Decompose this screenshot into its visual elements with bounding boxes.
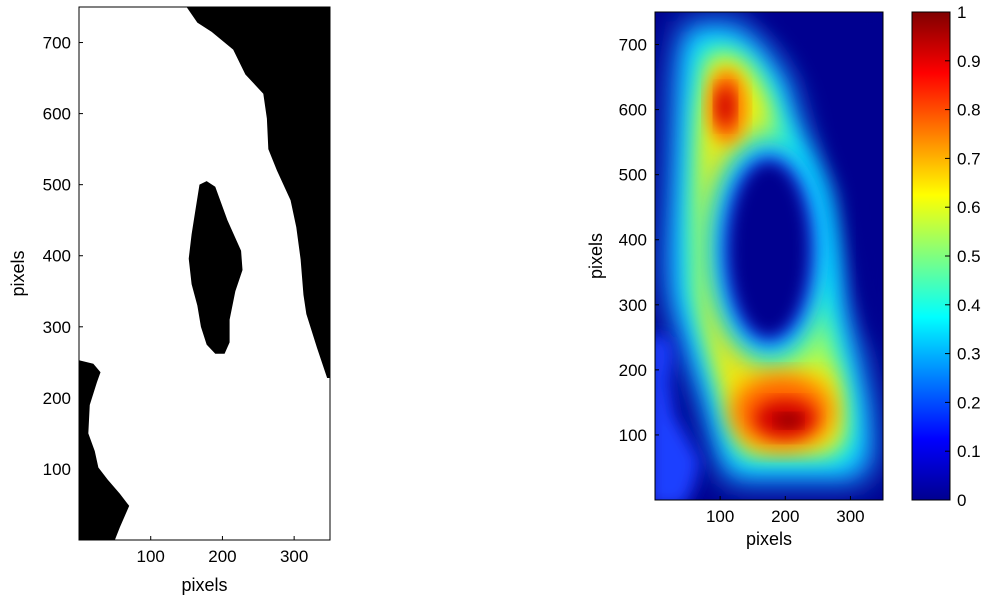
binary-mask-x-tick-label: 200	[208, 547, 236, 566]
colorbar-tick-label: 0.1	[957, 442, 981, 461]
heatmap-y-tick-label: 700	[619, 36, 647, 55]
colorbar-tick-label: 0.9	[957, 52, 981, 71]
binary-mask-y-tick-label: 200	[43, 389, 71, 408]
binary-mask-y-axis-label: pixels	[8, 250, 28, 296]
heat-hole-core	[728, 161, 810, 338]
binary-mask-x-axis-label: pixels	[181, 575, 227, 595]
binary-mask-y-tick-label: 400	[43, 247, 71, 266]
binary-mask-x-tick-label: 100	[137, 547, 165, 566]
colorbar-tick-label: 1	[957, 3, 966, 22]
colorbar-tick-label: 0.2	[957, 393, 981, 412]
mask-region-1	[186, 7, 330, 378]
colorbar-tick-label: 0.3	[957, 345, 981, 364]
distance-heatmap-panel: 100 200 300 100 200 300 400 500 600 700 pixels p…	[586, 11, 884, 549]
distance-heatmap-image	[655, 12, 883, 500]
mask-region-3	[79, 360, 130, 540]
heat-peak-lower-max	[776, 414, 801, 428]
binary-mask-y-tick-label: 600	[43, 105, 71, 124]
heatmap-y-tick-label: 200	[619, 361, 647, 380]
heatmap-y-axis-label: pixels	[586, 233, 606, 279]
binary-mask-y-tick-label: 700	[43, 34, 71, 53]
heatmap-y-tick-label: 600	[619, 101, 647, 120]
heatmap-x-tick-label: 100	[706, 507, 734, 526]
binary-mask-panel: 100 200 300 100 200 300 400 500 600 700 pixels p…	[8, 6, 331, 595]
heatmap-y-tick-label: 400	[619, 231, 647, 250]
colorbar-tick-label: 0.7	[957, 149, 981, 168]
heat-lower-left	[655, 335, 701, 500]
heatmap-y-ticks: 100 200 300 400 500 600 700	[619, 36, 659, 445]
heat-upper-right	[759, 12, 883, 351]
heatmap-x-ticks: 100 200 300	[706, 496, 865, 526]
binary-mask-y-tick-label: 500	[43, 176, 71, 195]
heatmap-x-tick-label: 200	[771, 507, 799, 526]
binary-mask-plot-area	[78, 6, 331, 541]
heatmap-x-axis-label: pixels	[746, 529, 792, 549]
heatmap-y-tick-label: 100	[619, 426, 647, 445]
colorbar-tick-label: 0	[957, 491, 966, 510]
colorbar-tick-label: 0.6	[957, 198, 981, 217]
binary-mask-regions	[79, 7, 330, 540]
heatmap-x-tick-label: 300	[836, 507, 864, 526]
binary-mask-x-tick-label: 300	[280, 547, 308, 566]
binary-mask-x-ticks: 100 200 300	[137, 536, 308, 566]
binary-mask-y-tick-label: 300	[43, 318, 71, 337]
heatmap-color-layers	[655, 12, 883, 500]
colorbar-tick-label: 0.8	[957, 101, 981, 120]
heatmap-y-tick-label: 500	[619, 166, 647, 185]
binary-mask-y-ticks: 100 200 300 400 500 600 700	[43, 34, 83, 479]
colorbar-tick-label: 0.4	[957, 296, 981, 315]
colorbar: 0 0.1 0.2 0.3 0.4 0.5 0.6 0.7 0.8 0.9 1	[911, 3, 981, 510]
mask-region-2	[188, 181, 243, 354]
colorbar-gradient	[911, 11, 951, 501]
heat-peak-upper-red	[716, 86, 735, 126]
colorbar-tick-label: 0.5	[957, 247, 981, 266]
colorbar-ticks: 0 0.1 0.2 0.3 0.4 0.5 0.6 0.7 0.8 0.9 1	[945, 3, 981, 510]
distance-heatmap-plot-area	[654, 11, 884, 501]
binary-mask-y-tick-label: 100	[43, 460, 71, 479]
heatmap-y-tick-label: 300	[619, 296, 647, 315]
